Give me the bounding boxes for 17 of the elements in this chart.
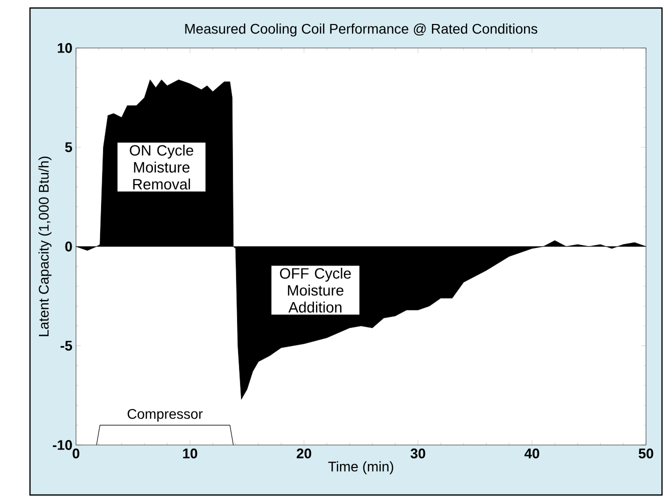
- x-tick-label: 30: [410, 448, 426, 458]
- y-tick-label: -10: [52, 440, 72, 450]
- y-tick-label: 10: [58, 43, 72, 53]
- x-tick-label: 10: [183, 448, 198, 458]
- x-tick-label: 0: [72, 448, 80, 458]
- x-axis-title: Time (min): [328, 461, 394, 474]
- annotation: OFF Cycle Moisture Addition: [280, 268, 351, 313]
- x-tick-label: 50: [638, 448, 654, 458]
- annotation: ON Cycle Moisture Removal: [130, 144, 194, 190]
- y-tick-label: -5: [60, 340, 72, 351]
- series-label: Compressor: [128, 408, 203, 422]
- x-tick-label: 40: [524, 448, 540, 458]
- x-tick-label: 20: [296, 448, 312, 458]
- chart-title: Measured Cooling Coil Performance @ Rated Conditions: [185, 24, 538, 37]
- y-axis-title: Latent Capacity (1,000 Btu/h): [38, 156, 52, 336]
- y-tick-label: 0: [65, 242, 72, 252]
- y-tick-label: 5: [65, 142, 72, 152]
